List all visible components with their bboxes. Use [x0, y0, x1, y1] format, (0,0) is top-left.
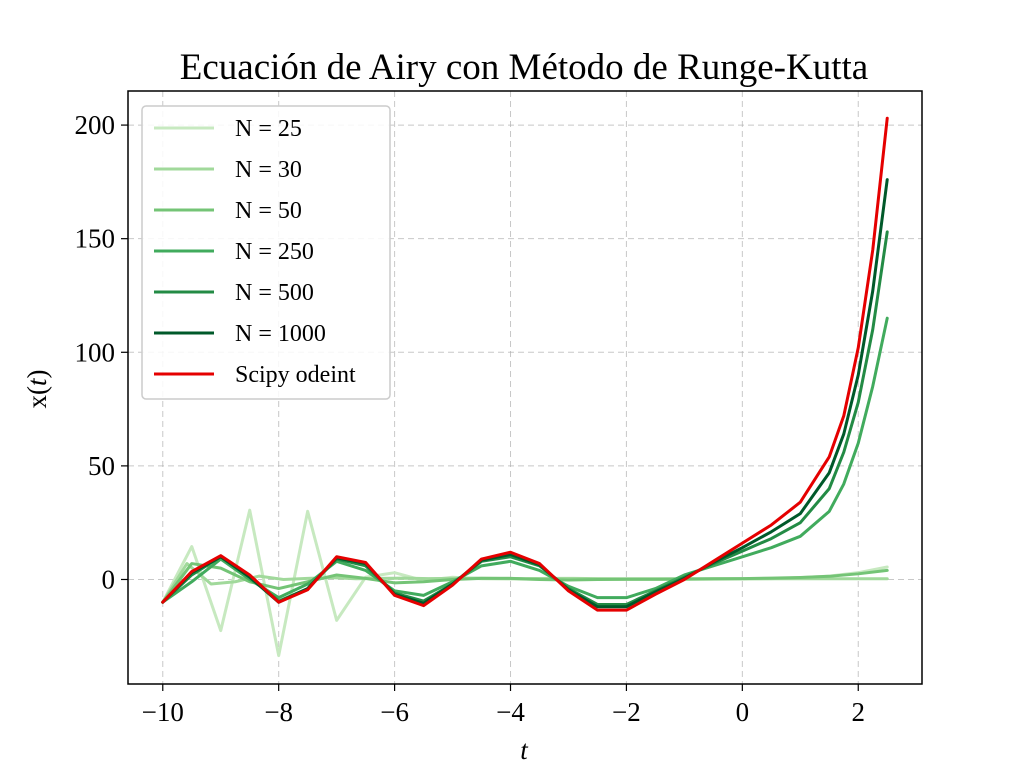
x-axis-label: t: [520, 735, 529, 765]
chart-title: Ecuación de Airy con Método de Runge-Kut…: [180, 47, 868, 88]
y-axis-label: x(t): [22, 369, 52, 408]
legend-label: N = 30: [235, 157, 302, 183]
legend-label: N = 250: [235, 239, 314, 265]
series-line: [161, 116, 889, 612]
legend-label: N = 50: [235, 198, 302, 224]
y-tick-label: 100: [75, 337, 116, 367]
y-tick-label: 150: [75, 224, 116, 254]
x-ticks: −10 −8 −6 −4 −2 0 2: [142, 684, 865, 727]
y-tick-label: 200: [75, 110, 116, 140]
x-tick-label: −4: [496, 697, 525, 727]
x-tick-label: −2: [612, 697, 641, 727]
legend-label: N = 1000: [235, 321, 326, 347]
legend-label: Scipy odeint: [235, 362, 356, 388]
legend: N = 25 N = 30 N = 50 N = 250 N = 500 N = 1000…: [141, 105, 391, 400]
x-tick-label: −8: [264, 697, 293, 727]
x-tick-label: −6: [380, 697, 409, 727]
y-tick-label: 0: [102, 564, 116, 594]
x-tick-label: 0: [736, 697, 750, 727]
plot-area: [161, 116, 889, 658]
plot-frame: [127, 90, 923, 685]
legend-box: [141, 105, 391, 400]
y-tick-label: 50: [88, 451, 115, 481]
y-ticks: 0 50 100 150 200: [75, 110, 128, 594]
x-tick-label: −10: [142, 697, 184, 727]
legend-label: N = 25: [235, 116, 302, 142]
legend-label: N = 500: [235, 280, 314, 306]
series-line: [161, 562, 889, 604]
x-tick-label: 2: [851, 697, 865, 727]
series-line: [161, 508, 889, 658]
